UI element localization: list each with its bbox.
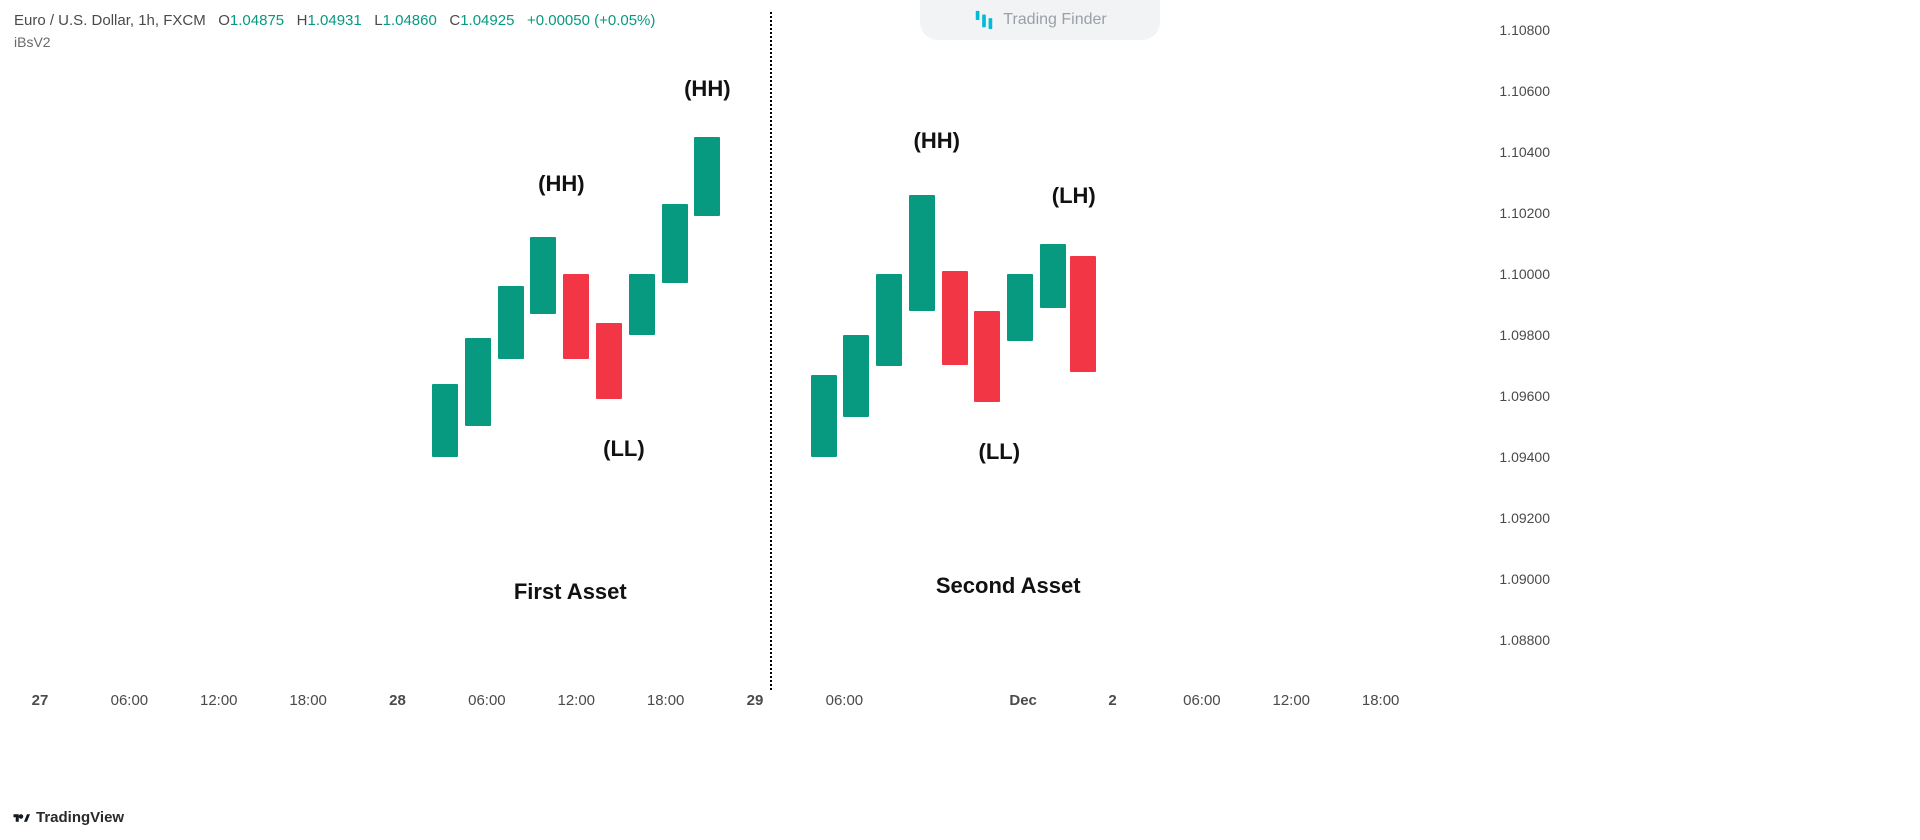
x-tick: 12:00 bbox=[557, 692, 595, 709]
x-tick: 06:00 bbox=[111, 692, 149, 709]
symbol-text: Euro / U.S. Dollar, 1h, FXCM bbox=[14, 12, 206, 29]
x-tick: 12:00 bbox=[1272, 692, 1310, 709]
y-tick: 1.09000 bbox=[1499, 571, 1550, 587]
x-tick: 18:00 bbox=[1362, 692, 1400, 709]
candle bbox=[662, 204, 688, 283]
candle bbox=[811, 375, 837, 457]
candle bbox=[530, 237, 556, 313]
candle bbox=[1070, 256, 1096, 372]
y-tick: 1.10800 bbox=[1499, 22, 1550, 38]
asset-label: Second Asset bbox=[936, 573, 1081, 599]
brand-tab: Trading Finder bbox=[920, 0, 1160, 40]
y-tick: 1.10000 bbox=[1499, 266, 1550, 282]
x-tick: 12:00 bbox=[200, 692, 238, 709]
price-annotation: (LL) bbox=[603, 436, 645, 462]
y-tick: 1.09800 bbox=[1499, 327, 1550, 343]
ohlc-open: O1.04875 bbox=[218, 12, 288, 29]
ohlc-high: H1.04931 bbox=[297, 12, 366, 29]
x-tick: 18:00 bbox=[647, 692, 685, 709]
candle bbox=[596, 323, 622, 399]
chart-plot-area: (HH) (LL) (HH) (HH) (LL) (LH) First Asset Secon… bbox=[0, 0, 1480, 660]
price-annotation: (HH) bbox=[538, 171, 584, 197]
asset-label: First Asset bbox=[514, 579, 627, 605]
brand-text: Trading Finder bbox=[1003, 11, 1106, 29]
y-axis: 1.08800 1.09000 1.09200 1.09400 1.09600 1.098… bbox=[1480, 0, 1560, 660]
y-tick: 1.09200 bbox=[1499, 510, 1550, 526]
candle bbox=[942, 271, 968, 366]
x-tick: 2 bbox=[1108, 692, 1116, 709]
y-tick: 1.10400 bbox=[1499, 144, 1550, 160]
price-annotation: (LL) bbox=[979, 439, 1021, 465]
symbol-ohlc-header: Euro / U.S. Dollar, 1h, FXCM O1.04875 H1… bbox=[14, 12, 655, 29]
y-tick: 1.09400 bbox=[1499, 449, 1550, 465]
candle bbox=[432, 384, 458, 457]
price-annotation: (LH) bbox=[1052, 183, 1096, 209]
x-tick: 06:00 bbox=[826, 692, 864, 709]
candle bbox=[843, 335, 869, 417]
y-tick: 1.10200 bbox=[1499, 205, 1550, 221]
candle bbox=[465, 338, 491, 426]
candle bbox=[909, 195, 935, 311]
footer-text: TradingView bbox=[36, 809, 124, 826]
x-tick: Dec bbox=[1009, 692, 1037, 709]
ohlc-low: L1.04860 bbox=[374, 12, 441, 29]
candle bbox=[629, 274, 655, 335]
x-tick: 27 bbox=[32, 692, 49, 709]
price-annotation: (HH) bbox=[914, 128, 960, 154]
x-tick: 06:00 bbox=[1183, 692, 1221, 709]
x-tick: 18:00 bbox=[289, 692, 327, 709]
candle bbox=[876, 274, 902, 366]
candle bbox=[694, 137, 720, 216]
y-tick: 1.08800 bbox=[1499, 632, 1550, 648]
x-tick: 28 bbox=[389, 692, 406, 709]
tradingview-footer-logo: TradingView bbox=[12, 809, 124, 826]
ohlc-change: +0.00050 (+0.05%) bbox=[527, 12, 655, 29]
candle bbox=[1007, 274, 1033, 341]
candle bbox=[498, 286, 524, 359]
candle bbox=[563, 274, 589, 359]
y-tick: 1.09600 bbox=[1499, 388, 1550, 404]
brand-logo-icon bbox=[973, 9, 995, 31]
price-annotation: (HH) bbox=[684, 76, 730, 102]
y-tick: 1.10600 bbox=[1499, 83, 1550, 99]
x-tick: 29 bbox=[747, 692, 764, 709]
ohlc-close: C1.04925 bbox=[449, 12, 518, 29]
x-tick: 06:00 bbox=[468, 692, 506, 709]
candle bbox=[1040, 244, 1066, 308]
x-axis: 27 06:00 12:00 18:00 28 06:00 12:00 18:00 29 06:0… bbox=[0, 692, 1480, 722]
candle bbox=[974, 311, 1000, 403]
